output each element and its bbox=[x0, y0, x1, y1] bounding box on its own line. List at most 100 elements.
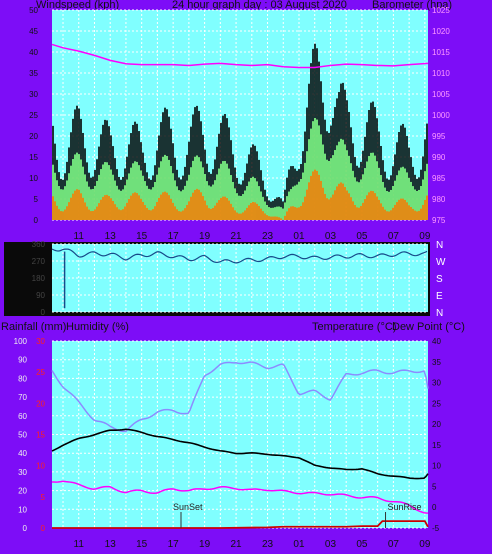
temperature-x-tick-label: 21 bbox=[231, 539, 243, 550]
barometer-tick-label: 995 bbox=[432, 132, 446, 141]
wind-x-tick-label: 23 bbox=[262, 231, 274, 242]
barometer-tick-label: 1025 bbox=[432, 6, 450, 15]
barometer-tick-label: 1015 bbox=[432, 48, 450, 57]
wind-x-tick-label: 17 bbox=[168, 231, 180, 242]
temperature-x-tick-label: 19 bbox=[199, 539, 211, 550]
rainfall-line bbox=[52, 520, 429, 529]
windspeed-tick-label: 30 bbox=[29, 90, 38, 99]
windspeed-tick-label: 25 bbox=[29, 111, 38, 120]
temperature-tick-label: 0 bbox=[432, 503, 437, 512]
temperature-tick-label: 40 bbox=[432, 337, 441, 346]
barometer-line bbox=[51, 43, 429, 69]
temperature-tick-label: 20 bbox=[432, 420, 441, 429]
windspeed-tick-label: 40 bbox=[29, 48, 38, 57]
sunset-label: SunSet bbox=[173, 502, 203, 512]
windspeed-tick-label: 5 bbox=[34, 195, 39, 204]
wind-x-tick-label: 13 bbox=[105, 231, 117, 242]
temperature-x-tick-label: 03 bbox=[325, 539, 337, 550]
temperature-x-tick-label: 11 bbox=[74, 539, 85, 550]
humidity-tick-label: 20 bbox=[18, 487, 27, 496]
humidity-tick-label: 30 bbox=[18, 468, 27, 477]
temperature-tick-label: -5 bbox=[432, 524, 440, 533]
wind-barometer-panel: 0510152025303540455097598098599099510001… bbox=[29, 6, 450, 242]
temperature-axis-title: Temperature (°C) bbox=[312, 321, 397, 333]
compass-label: S bbox=[436, 274, 443, 285]
barometer-tick-label: 985 bbox=[432, 174, 446, 183]
direction-tick-label: 90 bbox=[36, 291, 45, 300]
sunrise-label: SunRise bbox=[388, 502, 422, 512]
temperature-x-tick-label: 09 bbox=[419, 539, 431, 550]
barometer-tick-label: 975 bbox=[432, 216, 446, 225]
humidity-tick-label: 50 bbox=[18, 431, 27, 440]
temperature-x-tick-label: 07 bbox=[388, 539, 400, 550]
temperature-tick-label: 30 bbox=[432, 379, 441, 388]
rainfall-tick-label: 10 bbox=[36, 462, 45, 471]
wind-x-tick-label: 09 bbox=[419, 231, 431, 242]
humidity-tick-label: 40 bbox=[18, 449, 27, 458]
windspeed-tick-label: 20 bbox=[29, 132, 38, 141]
temperature-x-tick-label: 05 bbox=[356, 539, 368, 550]
windspeed-axis-title: Windspeed (kph) bbox=[36, 0, 120, 11]
wind-x-tick-label: 07 bbox=[388, 231, 400, 242]
humidity-tick-label: 80 bbox=[18, 374, 27, 383]
wind-x-tick-label: 11 bbox=[74, 231, 85, 242]
temperature-tick-label: 35 bbox=[432, 358, 441, 367]
barometer-tick-label: 1020 bbox=[432, 27, 450, 36]
wind-direction-line bbox=[51, 248, 428, 264]
windspeed-tick-label: 50 bbox=[29, 6, 38, 15]
barometer-tick-label: 990 bbox=[432, 153, 446, 162]
barometer-tick-label: 1010 bbox=[432, 69, 450, 78]
temperature-x-tick-label: 23 bbox=[262, 539, 274, 550]
temperature-x-tick-label: 13 bbox=[105, 539, 117, 550]
dew-point-line bbox=[51, 480, 429, 514]
graph-date-title: 24 hour graph day : 03 August 2020 bbox=[172, 0, 347, 11]
direction-tick-label: 360 bbox=[32, 240, 46, 249]
humidity-tick-label: 70 bbox=[18, 393, 27, 402]
windspeed-tick-label: 45 bbox=[29, 27, 38, 36]
wind-x-tick-label: 01 bbox=[293, 231, 305, 242]
temperature-x-tick-label: 15 bbox=[136, 539, 148, 550]
temperature-humidity-panel: 0102030405060708090100051015202530-50510… bbox=[14, 337, 442, 550]
humidity-tick-label: 100 bbox=[14, 337, 28, 346]
windspeed-tick-label: 35 bbox=[29, 69, 38, 78]
wind-x-tick-label: 21 bbox=[231, 231, 243, 242]
compass-label: E bbox=[436, 291, 443, 302]
barometer-tick-label: 1005 bbox=[432, 90, 450, 99]
temperature-x-tick-label: 01 bbox=[293, 539, 305, 550]
rainfall-tick-label: 0 bbox=[41, 524, 46, 533]
wind-x-tick-label: 15 bbox=[136, 231, 148, 242]
windspeed-tick-label: 15 bbox=[29, 153, 38, 162]
humidity-tick-label: 90 bbox=[18, 356, 27, 365]
windspeed-tick-label: 10 bbox=[29, 174, 38, 183]
temperature-tick-label: 5 bbox=[432, 482, 437, 491]
dewpoint-axis-title: Dew Point (°C) bbox=[392, 321, 465, 333]
rainfall-tick-label: 5 bbox=[41, 493, 46, 502]
rainfall-tick-label: 20 bbox=[36, 399, 45, 408]
barometer-tick-label: 980 bbox=[432, 195, 446, 204]
compass-label: W bbox=[436, 257, 446, 268]
barometer-tick-label: 1000 bbox=[432, 111, 450, 120]
rainfall-tick-label: 15 bbox=[36, 431, 45, 440]
humidity-line bbox=[51, 361, 429, 433]
wind-x-tick-label: 03 bbox=[325, 231, 337, 242]
direction-tick-label: 270 bbox=[32, 257, 46, 266]
temperature-line bbox=[51, 428, 429, 480]
humidity-tick-label: 0 bbox=[23, 524, 28, 533]
rainfall-axis-title: Rainfall (mm) bbox=[1, 321, 67, 333]
direction-tick-label: 180 bbox=[32, 274, 46, 283]
humidity-tick-label: 10 bbox=[18, 505, 27, 514]
compass-label: N bbox=[436, 308, 443, 319]
rainfall-tick-label: 25 bbox=[36, 368, 45, 377]
direction-tick-label: 0 bbox=[41, 308, 46, 317]
compass-label: N bbox=[436, 240, 443, 251]
temperature-tick-label: 25 bbox=[432, 399, 441, 408]
humidity-axis-title: Humidity (%) bbox=[66, 321, 129, 333]
humidity-tick-label: 60 bbox=[18, 412, 27, 421]
rainfall-tick-label: 30 bbox=[36, 337, 45, 346]
windspeed-tick-label: 0 bbox=[34, 216, 39, 225]
wind-x-tick-label: 05 bbox=[356, 231, 368, 242]
barometer-axis-title: Barometer (hpa) bbox=[372, 0, 453, 11]
